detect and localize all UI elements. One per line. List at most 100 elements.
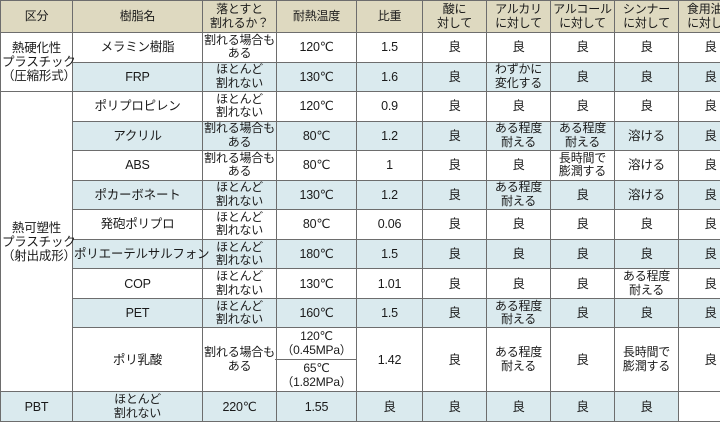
header-line-0: アルコール: [553, 2, 612, 17]
cell-drop-breakage: ほとんど 割れない: [72, 391, 203, 422]
cell-cooking-oil: 良: [614, 391, 679, 422]
cell-drop-breakage: 割れる場合も ある: [202, 327, 277, 393]
cell-resin-name: ABS: [72, 150, 203, 181]
thinner-line-0: 溶ける: [628, 158, 665, 173]
cell-acid: 良: [422, 238, 487, 270]
cell-alcohol: 良: [550, 238, 615, 270]
table-row: ポカーボネート ほとんど 割れない 130℃ 1.2 良 ある程度 耐える 良 溶ける 良: [1, 179, 720, 211]
drop-line-0: ほとんど: [216, 210, 263, 225]
table-row: ポリエーテルサルフォン ほとんど 割れない 180℃ 1.5 良 良 良 良 良: [1, 238, 720, 270]
cell-acid: 良: [422, 32, 487, 63]
cell-specific-gravity: 1: [356, 150, 423, 181]
cell-resin-name: PBT: [0, 391, 73, 422]
alkali-line-0: わずかに: [494, 62, 543, 77]
acid-line-0: 良: [448, 40, 461, 55]
table-row: FRP ほとんど 割れない 130℃ 1.6 良 わずかに 変化する 良 良 良: [1, 61, 720, 93]
drop-line-1: 割れない: [215, 252, 264, 267]
cell-thinner: 溶ける: [614, 150, 679, 181]
cell-heat-temp: 130℃: [276, 179, 357, 211]
acid-line-0: 良: [448, 246, 461, 261]
alkali-line-0: ある程度: [494, 298, 543, 313]
table-row: ポリ乳酸 割れる場合も ある 120℃ （0.45MPa） 65℃ （1.82MPa） 1.4…: [1, 327, 720, 393]
cell-thinner: 良: [614, 209, 679, 240]
cell-cooking-oil: 良: [678, 268, 720, 299]
cell-specific-gravity: 1.5: [356, 238, 423, 270]
cell-drop-breakage: ほとんど 割れない: [202, 61, 277, 93]
cell-acid: 良: [422, 150, 487, 181]
drop-line-0: ほとんど: [216, 62, 263, 77]
cell-acid: 良: [356, 391, 423, 422]
name-line-0: ポリ乳酸: [112, 352, 163, 367]
cell-resin-name: COP: [72, 268, 203, 299]
table-row: PET ほとんど 割れない 160℃ 1.5 良 ある程度 耐える 良 良 良: [1, 297, 720, 329]
cell-alkali: 良: [486, 150, 551, 181]
cell-cooking-oil: 良: [678, 61, 720, 93]
cell-cooking-oil: 良: [678, 209, 720, 240]
cell-specific-gravity: 1.2: [356, 179, 423, 211]
drop-line-0: 割れる場合も: [204, 345, 275, 360]
header-line-0: 耐熱温度: [292, 8, 341, 23]
cell-cooking-oil: 良: [678, 150, 720, 181]
header-alcohol: アルコール に対して: [550, 0, 615, 33]
table-row: COP ほとんど 割れない 130℃ 1.01 良 良 良 ある程度 耐える 良: [1, 268, 720, 299]
thinner-line-0: 良: [640, 217, 653, 232]
thinner-line-0: 良: [640, 99, 653, 114]
alcohol-line-0: 良: [576, 69, 589, 84]
cell-alkali: 良: [486, 91, 551, 122]
heat-top-line-0: 120℃: [300, 329, 333, 344]
cell-cooking-oil: 良: [678, 120, 720, 152]
cell-thinner: 良: [614, 61, 679, 93]
heat-temp-stack: 120℃ （0.45MPa） 65℃ （1.82MPa）: [275, 329, 358, 389]
alkali-line-1: 耐える: [500, 193, 537, 208]
cell-acid: 良: [422, 209, 487, 240]
cell-heat-temp: 220℃: [202, 391, 277, 422]
alkali-line-0: 良: [512, 40, 525, 55]
table-row: ABS 割れる場合も ある 80℃ 1 良良長時間で 膨潤する 溶ける良: [1, 150, 720, 181]
cell-thinner: 良: [614, 91, 679, 122]
cell-heat-temp: 130℃: [276, 61, 357, 93]
cell-acid: 良: [422, 61, 487, 93]
alkali-line-0: 良: [448, 399, 461, 414]
thinner-line-1: 耐える: [628, 282, 665, 297]
cell-specific-gravity: 1.5: [356, 32, 423, 63]
thinner-line-0: 溶ける: [628, 128, 665, 143]
cell-drop-breakage: 割れる場合も ある: [202, 150, 277, 181]
header-line-0: 落とすと: [216, 2, 263, 17]
acid-line-0: 良: [448, 217, 461, 232]
alcohol-line-0: 良: [576, 352, 589, 367]
drop-line-0: ほとんど: [216, 91, 263, 106]
oil-line-0: 良: [704, 246, 717, 261]
cell-drop-breakage: ほとんど 割れない: [202, 179, 277, 211]
oil-line-0: 良: [704, 158, 717, 173]
table-row: 発砲ポリプロ ほとんど 割れない 80℃ 0.06 良 良 良 良 良: [1, 209, 720, 240]
cell-thinner: ある程度 耐える: [614, 268, 679, 299]
cell-alcohol: 良: [550, 61, 615, 93]
header-line-1: に対して: [495, 15, 542, 30]
cell-cooking-oil: 良: [678, 179, 720, 211]
category-thermoplastic: 熱可塑性 プラスチック （射出成形）: [0, 91, 76, 393]
heat-line-0: 220℃: [222, 399, 257, 414]
thinner-line-0: 良: [576, 399, 589, 414]
cell-alkali: 良: [486, 209, 551, 240]
oil-line-0: 良: [704, 40, 717, 55]
header-line-1: 対して: [436, 15, 473, 30]
cell-alcohol: 良: [550, 32, 615, 63]
category-line-2: （射出成形）: [2, 248, 76, 263]
cell-alcohol: 良: [550, 268, 615, 299]
heat-line-0: 130℃: [299, 69, 334, 84]
header-cooking-oil: 食用油類に対して: [678, 0, 720, 33]
cell-drop-breakage: ほとんど 割れない: [202, 268, 277, 299]
alkali-line-0: 良: [512, 99, 525, 114]
cell-specific-gravity: 1.2: [356, 120, 423, 152]
oil-line-0: 良: [704, 306, 717, 321]
thinner-line-0: 溶ける: [628, 187, 665, 202]
header-line-0: 食用油類: [686, 2, 720, 17]
cell-resin-name: アクリル: [72, 120, 203, 152]
acid-line-0: 良: [448, 99, 461, 114]
alcohol-line-0: 良: [576, 40, 589, 55]
header-line-0: 区分: [24, 8, 49, 23]
cell-alkali: ある程度 耐える: [486, 120, 551, 152]
header-specific-gravity: 比重: [356, 0, 423, 33]
header-line-1: に対して: [559, 15, 606, 30]
